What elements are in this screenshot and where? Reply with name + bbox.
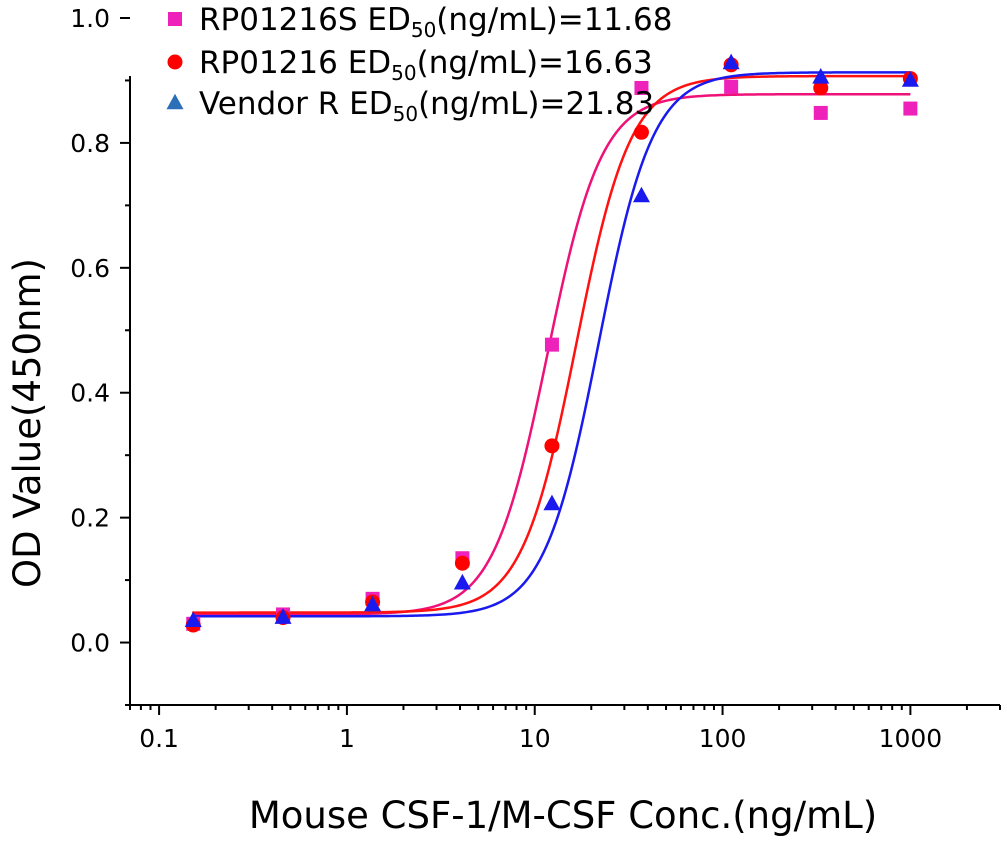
data-point (632, 186, 650, 203)
data-point (903, 101, 918, 116)
y-axis-title: OD Value(450nm) (6, 258, 49, 588)
fit-curve (192, 92, 911, 616)
x-tick-label: 100 (699, 724, 747, 753)
data-point (813, 80, 829, 96)
data-point (813, 105, 828, 120)
fit-curves (192, 71, 911, 618)
y-tick-label: 0.4 (70, 379, 110, 408)
data-point (812, 68, 830, 84)
y-tick-label: 0.8 (70, 129, 110, 158)
legend-entry: Vendor R ED50(ng/mL)=21.83 (199, 86, 654, 126)
legend-entry: RP01216 ED50(ng/mL)=16.63 (199, 45, 653, 85)
data-point (724, 79, 739, 94)
data-point (634, 80, 649, 95)
legend-marker (168, 12, 182, 26)
data-point (633, 124, 649, 140)
fit-curve (192, 71, 911, 618)
legend-subscript: 50 (391, 61, 416, 85)
data-point (722, 53, 740, 70)
legend-name: RP01216 ED (199, 45, 391, 81)
tick-labels: 0.0 0.2 0.4 0.6 0.8 1.0 0.1 1 10 100 1000 (70, 4, 942, 753)
axes (120, 17, 1001, 715)
y-tick-label: 0.0 (70, 629, 110, 658)
legend-name: Vendor R ED (199, 86, 393, 122)
data-point (454, 555, 470, 571)
y-tick-label: 0.2 (70, 504, 110, 533)
y-tick-label: 0.6 (70, 254, 110, 283)
legend-marker (167, 54, 183, 70)
x-tick-label: 0.1 (139, 724, 179, 753)
fit-curve (192, 74, 911, 614)
legend-entry: RP01216S ED50(ng/mL)=11.68 (199, 2, 672, 42)
y-tick-label: 1.0 (70, 4, 110, 33)
data-point (184, 611, 202, 627)
data-point (544, 438, 560, 454)
data-point (364, 595, 382, 612)
data-point (544, 337, 559, 352)
data-point (901, 71, 919, 87)
x-tick-label: 1 (339, 724, 355, 753)
data-points (184, 53, 919, 633)
legend-value: (ng/mL)=16.63 (417, 45, 653, 81)
x-tick-label: 1000 (879, 724, 943, 753)
legend-name: RP01216S ED (199, 2, 411, 38)
x-axis-title: Mouse CSF-1/M-CSF Conc.(ng/mL) (249, 794, 877, 837)
data-point (543, 494, 561, 511)
legend-subscript: 50 (393, 102, 418, 126)
data-point (453, 573, 471, 590)
x-tick-label: 10 (519, 724, 551, 753)
data-point (274, 608, 292, 624)
legend-value: (ng/mL)=21.83 (418, 86, 654, 122)
legend-subscript: 50 (411, 18, 436, 42)
legend-value: (ng/mL)=11.68 (436, 2, 672, 38)
legend-marker (166, 93, 184, 110)
